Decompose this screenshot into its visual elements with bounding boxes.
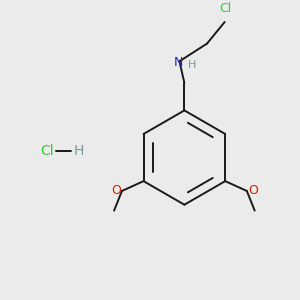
Text: Cl: Cl [40,144,54,158]
Text: Cl: Cl [220,2,232,15]
Text: O: O [248,184,258,197]
Text: N: N [174,56,183,69]
Text: H: H [188,60,197,70]
Text: H: H [74,144,84,158]
Text: O: O [111,184,121,197]
